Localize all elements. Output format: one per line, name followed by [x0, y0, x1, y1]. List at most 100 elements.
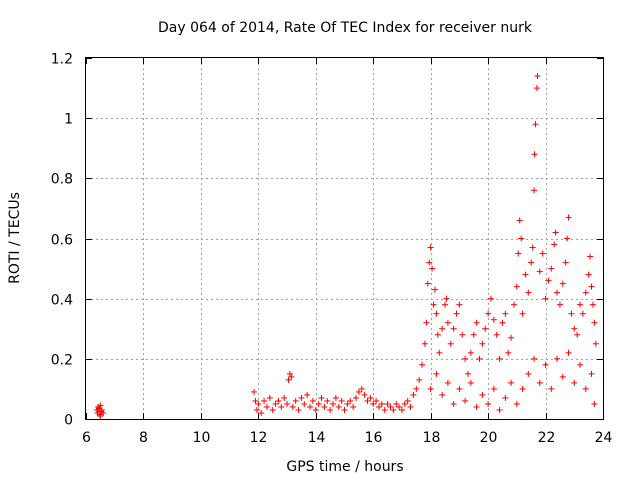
data-point [433, 370, 440, 377]
data-point [516, 217, 523, 224]
data-point [433, 310, 440, 317]
y-tick-label: 0.2 [51, 353, 73, 369]
data-point [341, 406, 348, 413]
axis-ticks: 6 8 10 12 14 16 18 20 22 24 0 0.2 0.4 0.6 0.8 1 1.2 [51, 52, 613, 447]
data-point [588, 370, 595, 377]
data-point [439, 325, 446, 332]
data-point [436, 349, 443, 356]
data-point [252, 397, 259, 404]
data-point [419, 361, 426, 368]
x-tick-label: 20 [480, 430, 498, 446]
x-tick-label: 16 [365, 430, 383, 446]
data-point [532, 121, 539, 128]
data-point [571, 379, 578, 386]
data-point [552, 229, 559, 236]
y-tick-label: 0.8 [51, 172, 73, 188]
data-point [292, 397, 299, 404]
data-point [510, 301, 517, 308]
data-point [513, 283, 520, 290]
data-point [358, 385, 365, 392]
data-point [565, 349, 572, 356]
data-point [531, 187, 538, 194]
data-point [444, 319, 451, 326]
data-point [518, 235, 525, 242]
data-point [456, 301, 463, 308]
data-point [378, 400, 385, 407]
data-point [352, 394, 359, 401]
data-point [321, 403, 328, 410]
data-point [565, 214, 572, 221]
data-point [442, 301, 449, 308]
data-point [465, 370, 472, 377]
data-point [528, 259, 535, 266]
data-point [545, 277, 552, 284]
x-tick-label: 8 [139, 430, 148, 446]
plot-frame [85, 57, 604, 420]
data-point [490, 385, 497, 392]
data-point [502, 394, 509, 401]
data-point [370, 400, 377, 407]
data-point [554, 289, 561, 296]
data-point [505, 349, 512, 356]
data-point [312, 406, 319, 413]
data-point [404, 397, 411, 404]
data-point [554, 355, 561, 362]
data-point [434, 331, 441, 338]
data-point [384, 400, 391, 407]
data-point [548, 385, 555, 392]
data-point [462, 355, 469, 362]
data-point [390, 406, 397, 413]
data-point [410, 391, 417, 398]
data-point [381, 406, 388, 413]
data-point [579, 310, 586, 317]
data-point [577, 361, 584, 368]
data-point [444, 379, 451, 386]
data-point [574, 331, 581, 338]
data-point [450, 325, 457, 332]
data-point [525, 370, 532, 377]
data-point [284, 400, 291, 407]
data-point [97, 402, 104, 409]
data-point [529, 244, 536, 251]
data-point [536, 268, 543, 275]
data-point [519, 385, 526, 392]
data-point [485, 310, 492, 317]
data-point [286, 370, 293, 377]
x-tick-label: 14 [308, 430, 326, 446]
data-point [289, 403, 296, 410]
data-point [401, 400, 408, 407]
data-point [396, 403, 403, 410]
y-tick-label: 1 [64, 112, 73, 128]
data-point [568, 310, 575, 317]
data-point [585, 271, 592, 278]
data-point [426, 259, 433, 266]
data-point [443, 295, 450, 302]
data-point [591, 400, 598, 407]
data-point [542, 361, 549, 368]
data-point [275, 397, 282, 404]
data-point [266, 394, 273, 401]
data-point [476, 355, 483, 362]
data-point [519, 310, 526, 317]
data-point [556, 301, 563, 308]
data-point [493, 331, 500, 338]
data-point [335, 403, 342, 410]
data-point [542, 295, 549, 302]
data-point [508, 334, 515, 341]
data-point [258, 409, 265, 416]
data-point [430, 301, 437, 308]
data-point [588, 283, 595, 290]
data-point [338, 397, 345, 404]
data-point [496, 406, 503, 413]
data-point [533, 85, 540, 92]
data-point [375, 403, 382, 410]
data-point [96, 411, 103, 418]
data-point [373, 397, 380, 404]
data-point [350, 403, 357, 410]
data-point [100, 409, 107, 416]
data-point [424, 280, 431, 287]
data-point [462, 397, 469, 404]
data-point [591, 319, 598, 326]
data-point [261, 397, 268, 404]
